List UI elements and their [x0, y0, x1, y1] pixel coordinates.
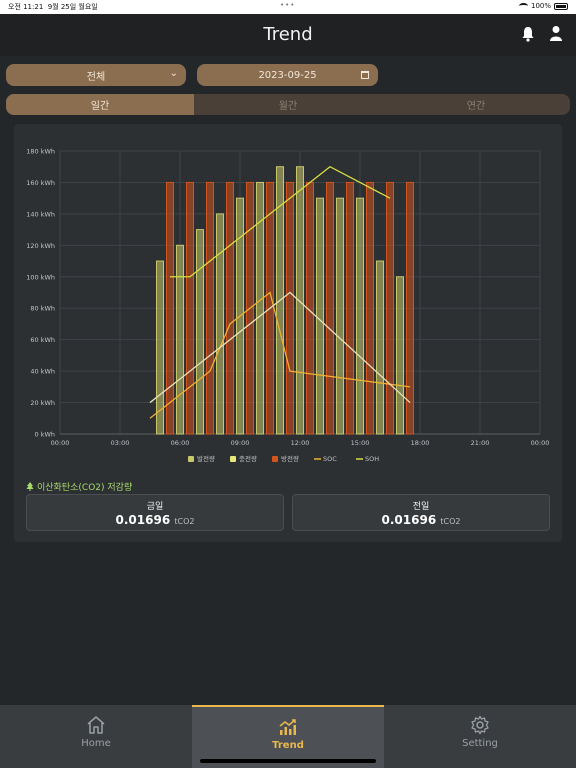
- bar-발전량: [196, 229, 204, 435]
- co2-yesterday-value: 0.01696: [381, 513, 437, 527]
- legend-label: 방전량: [281, 454, 299, 463]
- bar-방전량: [206, 181, 214, 435]
- home-indicator: [200, 759, 376, 763]
- bar-방전량: [366, 181, 374, 435]
- bottom-nav: Home Trend Setting: [0, 705, 576, 768]
- bar-방전량: [346, 181, 354, 435]
- wifi-icon: [518, 3, 528, 9]
- x-tick-label: 12:00: [291, 439, 310, 447]
- co2-yesterday-label: 전일: [412, 502, 430, 512]
- bar-발전량: [336, 197, 344, 435]
- co2-today-box: 금일 0.01696 tCO2: [26, 494, 284, 531]
- line-series-SOH: [170, 165, 391, 278]
- bar-방전량: [286, 181, 294, 435]
- line-series-unlabeled: [149, 291, 411, 404]
- bar-발전량: [316, 197, 324, 435]
- legend-label: 발전량: [197, 454, 215, 463]
- co2-yesterday-box: 전일 0.01696 tCO2: [292, 494, 550, 531]
- gear-icon: [471, 715, 489, 735]
- legend-swatch: [188, 456, 194, 462]
- scope-select[interactable]: 전체 ⌄: [6, 64, 186, 86]
- y-tick-label: 100 kWh: [26, 273, 55, 281]
- y-tick-label: 180 kWh: [26, 148, 55, 156]
- bar-방전량: [166, 181, 174, 435]
- nav-home-label: Home: [81, 738, 111, 749]
- bar-방전량: [386, 181, 394, 435]
- x-tick-label: 03:00: [111, 439, 130, 447]
- x-tick-label: 15:00: [351, 439, 370, 447]
- multitask-dots-icon[interactable]: •••: [280, 1, 296, 9]
- calendar-icon: [361, 71, 369, 79]
- nav-trend[interactable]: Trend: [192, 705, 384, 768]
- legend-label: SOH: [365, 455, 379, 463]
- trend-card: 0 kWh 20 kWh 40 kWh 60 kWh 80 kWh 100 kWh 120 …: [14, 124, 562, 542]
- y-tick-label: 60 kWh: [30, 336, 55, 344]
- y-tick-label: 80 kWh: [30, 305, 55, 313]
- x-tick-label: 18:00: [411, 439, 430, 447]
- bar-발전량: [376, 260, 384, 435]
- legend-swatch: [272, 456, 278, 462]
- app-header: Trend: [0, 14, 576, 56]
- line-series-SOC: [149, 291, 411, 419]
- bar-발전량: [176, 244, 184, 435]
- y-tick-label: 120 kWh: [26, 242, 55, 250]
- period-tabs: 일간 월간 연간: [6, 94, 570, 115]
- x-tick-label: 09:00: [231, 439, 250, 447]
- nav-home[interactable]: Home: [0, 705, 192, 768]
- bar-발전량: [356, 197, 364, 435]
- bar-발전량: [216, 213, 224, 435]
- y-tick-label: 160 kWh: [26, 179, 55, 187]
- y-tick-label: 0 kWh: [34, 431, 55, 439]
- x-tick-label: 00:00: [531, 439, 550, 447]
- co2-yesterday-value-line: 0.01696 tCO2: [293, 513, 549, 527]
- date-picker-value: 2023-09-25: [258, 69, 317, 81]
- co2-section-title: 이산화탄소(CO2) 저감량: [26, 480, 132, 493]
- trend-icon: [279, 719, 296, 735]
- nav-trend-label: Trend: [272, 740, 304, 751]
- y-tick-label: 20 kWh: [30, 399, 55, 407]
- scope-select-value: 전체: [86, 71, 106, 83]
- tree-icon: [26, 482, 34, 491]
- bar-발전량: [396, 276, 404, 435]
- co2-today-unit: tCO2: [174, 517, 195, 526]
- co2-today-value: 0.01696: [115, 513, 171, 527]
- bar-방전량: [406, 181, 414, 435]
- date-picker[interactable]: 2023-09-25: [197, 64, 378, 86]
- page-title: Trend: [263, 24, 313, 45]
- bar-방전량: [226, 181, 234, 435]
- status-time: 오전 11:21 9월 25일 월요일: [8, 3, 98, 11]
- nav-setting-label: Setting: [462, 738, 498, 749]
- bar-발전량: [256, 181, 264, 435]
- chevron-down-icon: ⌄: [169, 68, 178, 79]
- user-icon[interactable]: [549, 25, 563, 41]
- bar-방전량: [186, 181, 194, 435]
- tab-monthly[interactable]: 월간: [278, 101, 298, 112]
- tab-daily[interactable]: 일간: [6, 94, 194, 115]
- co2-today-value-line: 0.01696 tCO2: [27, 513, 283, 527]
- co2-today-label: 금일: [146, 502, 164, 512]
- co2-title-text: 이산화탄소(CO2) 저감량: [37, 483, 133, 493]
- trend-chart: 0 kWh 20 kWh 40 kWh 60 kWh 80 kWh 100 kWh 120 …: [26, 148, 550, 464]
- battery-percent: 100%: [530, 2, 551, 10]
- x-tick-label: 00:00: [51, 439, 70, 447]
- nav-setting[interactable]: Setting: [384, 705, 576, 768]
- tab-yearly[interactable]: 연간: [466, 101, 486, 112]
- bell-icon[interactable]: [521, 26, 535, 42]
- status-bar: 오전 11:21 9월 25일 월요일 ••• 100%: [0, 0, 576, 14]
- home-icon: [87, 716, 105, 734]
- battery-icon: [554, 2, 568, 10]
- legend-swatch: [230, 456, 236, 462]
- status-right: 100%: [518, 2, 568, 10]
- legend-label: SOC: [323, 455, 337, 463]
- x-tick-label: 06:00: [171, 439, 190, 447]
- bar-발전량: [296, 166, 304, 435]
- y-tick-label: 140 kWh: [26, 210, 55, 218]
- y-tick-label: 40 kWh: [30, 368, 55, 376]
- legend-label: 충전량: [239, 454, 257, 463]
- bar-방전량: [326, 181, 334, 435]
- bar-발전량: [156, 260, 164, 435]
- x-tick-label: 21:00: [471, 439, 490, 447]
- co2-yesterday-unit: tCO2: [440, 517, 461, 526]
